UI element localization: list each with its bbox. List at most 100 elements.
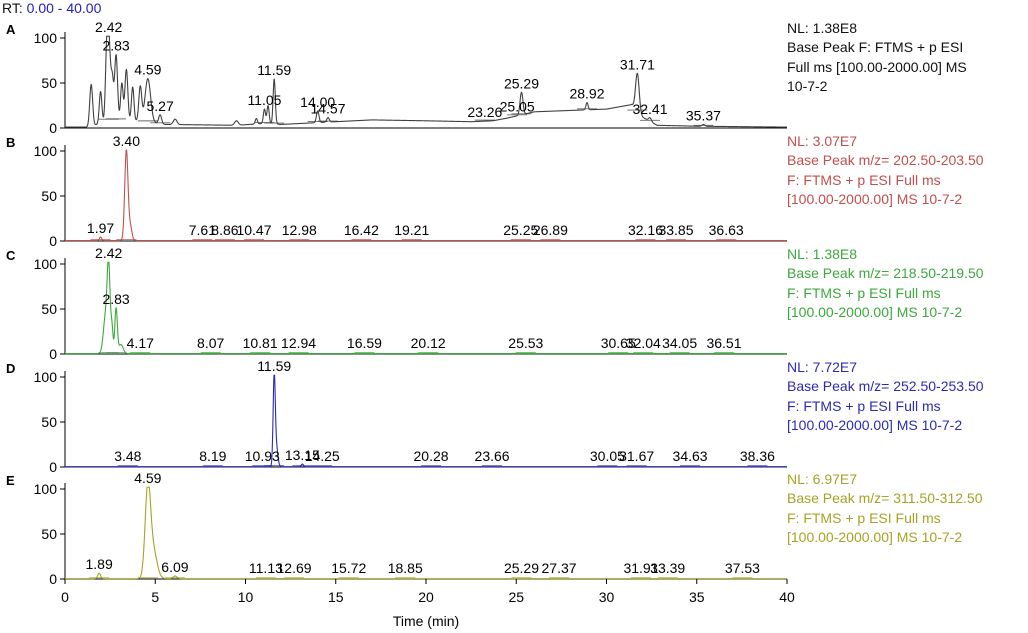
panel-c-peak-label: 2.83 [102,291,129,307]
panel-a-peak-label: 11.59 [257,62,291,78]
panel-a-peak-label: 14.00 [300,94,335,110]
panel-b-peak-label: 19.21 [394,222,429,238]
x-tick-label: 25 [508,589,524,605]
panel-b-peak-label: 25.25 [503,222,538,238]
panel-a-peak-label: 31.71 [620,56,655,72]
panel-c-peak-label: 16.59 [347,335,382,351]
panel-c-info-line-1: Base Peak m/z= 218.50-219.50 [787,265,984,282]
panel-c-trace [64,261,788,355]
panel-c-info-line-2: F: FTMS + p ESI Full ms [787,284,941,301]
panel-c-peak-label: 2.42 [95,245,122,261]
x-tick-label: 30 [599,589,615,605]
panel-b-info-line-0: NL: 3.07E7 [787,133,858,149]
panel-c-peak-label: 12.94 [281,335,316,351]
panel-b-info-line-1: Base Peak m/z= 202.50-203.50 [787,152,984,169]
panel-e-y-tick-label: 50 [41,526,57,542]
panel-d-letter: D [6,361,15,376]
rt-label: RT: [2,0,23,16]
panel-b-info-line-2: F: FTMS + p ESI Full ms [787,171,941,188]
panel-e-peak-label: 11.13 [249,560,283,576]
panel-a-peak-label: 11.05 [247,92,281,108]
panel-c-peak-label: 20.12 [411,335,446,351]
panel-a-y-tick-label: 0 [49,120,57,136]
panel-d-peak-label: 34.63 [673,448,708,464]
panel-e-peak-label: 25.29 [504,560,539,576]
panel-d-info-line-2: F: FTMS + p ESI Full ms [787,397,941,414]
panel-c-info: NL: 1.38E8 Base Peak m/z= 218.50-219.50 F:… [787,245,984,323]
panel-c-info-line-3: [100.00-2000.00] MS 10-7-2 [787,304,963,321]
panel-a-info: NL: 1.38E8 Base Peak F: FTMS + p ESI Full … [787,19,967,97]
panel-d-peak-label: 13.15 [285,447,320,463]
panel-d-peak-label: 8.19 [199,448,226,464]
panel-d-y-tick-label: 0 [49,459,57,475]
panel-a-peak-label: 25.29 [504,75,539,91]
panel-c-peak-label: 34.05 [662,335,697,351]
panel-b-peak-label: 8.86 [211,222,238,238]
panel-d-peak-label: 10.93 [245,448,280,464]
panel-c-peak-label: 36.51 [706,335,741,351]
panel-e-info-line-2: F: FTMS + p ESI Full ms [787,509,941,526]
panel-c-peak-label: 10.81 [243,335,278,351]
panel-e-peak-label: 33.39 [650,560,685,576]
panel-e-peak-label: 27.37 [542,560,577,576]
panel-b-peak-label: 7.61 [189,222,216,238]
panel-e-peak-label: 31.91 [623,560,658,576]
panel-c-y-tick-label: 50 [41,301,57,317]
panel-a-info-line-0: NL: 1.38E8 [787,20,858,36]
panel-d-peak-label: 20.28 [414,448,449,464]
panel-a-peak-label: 25.05 [500,99,535,115]
panel-e-y-tick-label: 100 [34,481,58,497]
x-tick-label: 35 [689,589,705,605]
x-tick-label: 15 [328,589,344,605]
panel-d-trace [64,374,788,468]
panel-b-peak-label: 32.16 [628,222,663,238]
panel-e-y-tick-label: 0 [49,571,57,587]
panel-e-info-line-0: NL: 6.97E7 [787,471,858,487]
panel-d-peak-label: 23.66 [475,448,510,464]
panel-b-peak-label: 33.85 [658,222,693,238]
panel-c-peak-label: 8.07 [197,335,224,351]
panel-e-peak-label: 18.85 [388,560,423,576]
panel-d-peak-label: 14.25 [305,448,340,464]
panel-d-info-line-3: [100.00-2000.00] MS 10-7-2 [787,417,963,434]
panel-a-peak-label: 14.57 [310,101,345,117]
panel-d-y-tick-label: 50 [41,414,57,430]
panel-b-y-tick-label: 50 [41,188,57,204]
panel-d-info-line-1: Base Peak m/z= 252.50-253.50 [787,378,984,395]
panel-a-y-tick-label: 50 [41,75,57,91]
x-tick-label: 5 [151,589,159,605]
panel-b-letter: B [6,135,15,150]
rt-range-value: 0.00 - 40.00 [26,0,102,16]
panel-a-info-line-1: Base Peak F: FTMS + p ESI [787,39,964,56]
panel-d-peak-label: 31.67 [619,448,654,464]
panel-e-peak-label: 6.09 [161,559,188,575]
panel-b-peak-label: 16.42 [344,222,379,238]
panel-e-peak-label: 37.53 [725,560,760,576]
panel-e-peak-label: 12.69 [277,560,312,576]
panel-c-letter: C [6,248,16,263]
panel-c-peak-label: 4.17 [127,335,154,351]
panel-a-peak-label: 5.27 [146,98,173,114]
panel-e-peak-label: 15.72 [331,560,366,576]
panel-a-info-line-3: 10-7-2 [787,78,828,95]
panel-a-trace [64,35,788,128]
panel-a-peak-label: 32.41 [632,101,667,117]
panel-e-peak-label: 1.89 [85,556,112,572]
x-tick-label: 10 [238,589,254,605]
panel-e-info-line-3: [100.00-2000.00] MS 10-7-2 [787,529,963,546]
panel-b-trace [64,149,788,242]
panel-e-trace [64,486,788,580]
panel-b-y-tick-label: 0 [49,233,57,249]
panel-b-y-tick-label: 100 [34,143,58,159]
panel-d-peak-label: 3.48 [114,448,141,464]
panel-c-info-line-0: NL: 1.38E8 [787,246,858,262]
panel-c-peak-label: 32.04 [626,335,661,351]
panel-c-y-tick-label: 100 [34,256,58,272]
panel-a-letter: A [6,22,16,37]
panel-d-y-tick-label: 100 [34,369,58,385]
panel-a-peak-label: 23.26 [467,104,502,120]
panel-a-peak-label: 35.37 [686,107,721,123]
panel-d-peak-label: 38.36 [740,448,775,464]
panel-b-peak-label: 36.63 [709,222,744,238]
